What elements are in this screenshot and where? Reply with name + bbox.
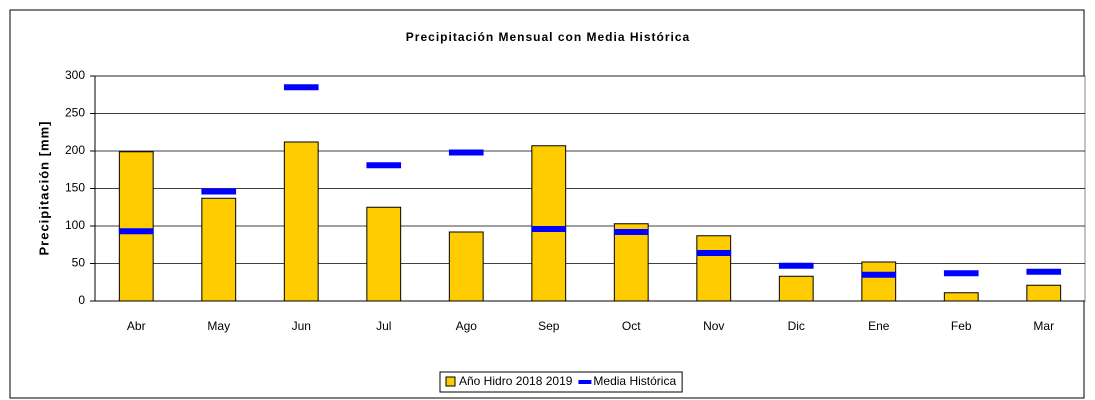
bar bbox=[118, 151, 154, 302]
y-tick-label: 0 bbox=[78, 293, 85, 307]
x-tick-label: Abr bbox=[127, 319, 146, 333]
y-tick-label: 100 bbox=[65, 218, 85, 232]
y-tick-label: 200 bbox=[65, 143, 85, 157]
bar bbox=[283, 141, 319, 302]
bar bbox=[448, 231, 484, 302]
legend-label: Media Histórica bbox=[593, 374, 676, 388]
bar bbox=[861, 261, 897, 302]
y-axis-label: Precipitación [mm] bbox=[36, 120, 51, 255]
x-tick-label: Feb bbox=[951, 319, 972, 333]
legend-swatch bbox=[445, 376, 456, 387]
x-tick-label: May bbox=[207, 319, 230, 333]
x-tick-label: Ago bbox=[456, 319, 478, 333]
bar bbox=[943, 292, 979, 302]
bar bbox=[201, 197, 237, 302]
x-tick-label: Nov bbox=[703, 319, 724, 333]
y-tick-label: 50 bbox=[72, 256, 86, 270]
x-tick-label: Ene bbox=[868, 319, 890, 333]
y-tick-label: 300 bbox=[65, 68, 85, 82]
chart-title: Precipitación Mensual con Media Históric… bbox=[406, 30, 690, 44]
x-tick-label: Jul bbox=[376, 319, 391, 333]
y-tick-label: 250 bbox=[65, 106, 85, 120]
x-tick-label: Dic bbox=[788, 319, 805, 333]
bar bbox=[696, 235, 732, 302]
x-tick-label: Mar bbox=[1033, 319, 1054, 333]
bar bbox=[531, 145, 567, 302]
bar bbox=[613, 223, 649, 302]
x-tick-label: Sep bbox=[538, 319, 560, 333]
legend-label: Año Hidro 2018 2019 bbox=[459, 374, 573, 388]
x-tick-label: Oct bbox=[622, 319, 641, 333]
x-tick-label: Jun bbox=[292, 319, 311, 333]
legend-box bbox=[439, 371, 683, 393]
bar bbox=[778, 275, 814, 302]
bar bbox=[366, 206, 402, 302]
y-tick-label: 150 bbox=[65, 181, 85, 195]
bar bbox=[1026, 284, 1062, 302]
